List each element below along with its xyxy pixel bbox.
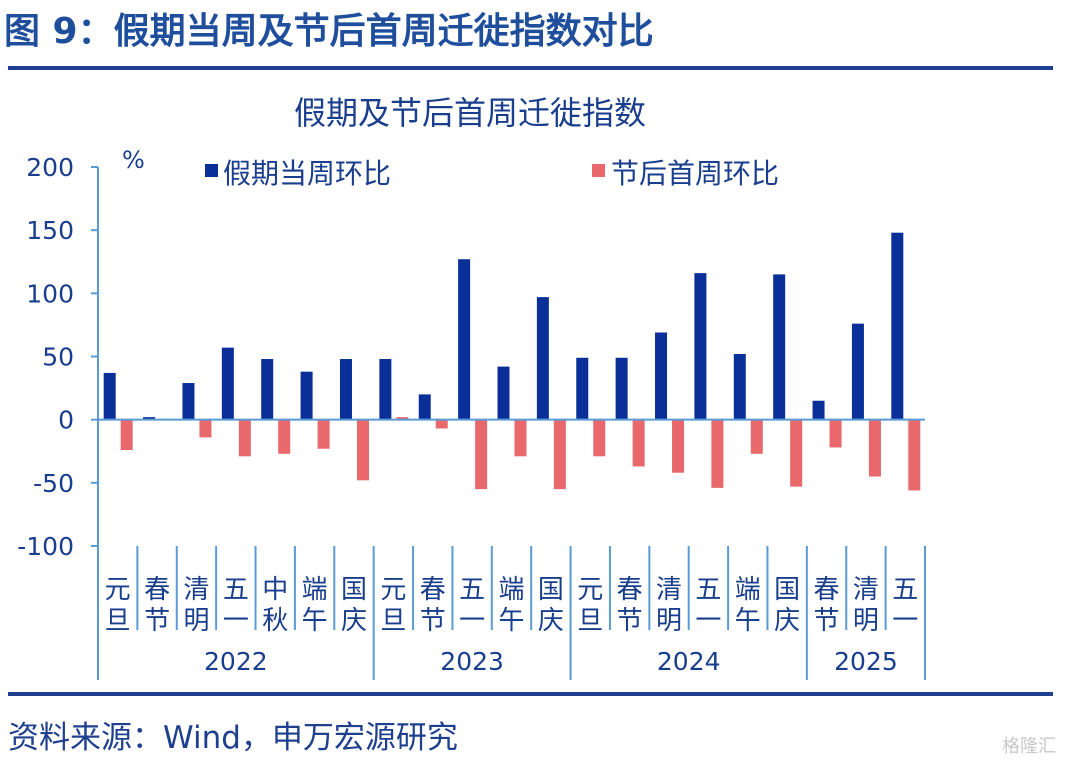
header-rule [8,66,1053,70]
category-label: 春节 [814,575,840,636]
bar-post-holiday-week [750,419,763,454]
bar-post-holiday-week [356,419,369,481]
bar-holiday-week [733,353,746,420]
y-tick-label: 100 [26,279,74,308]
bar-post-holiday-week [514,419,527,457]
bar-holiday-week [576,357,589,420]
year-label: 2025 [834,647,898,676]
bar-holiday-week [694,273,707,420]
bar-holiday-week [615,357,628,420]
category-label: 五一 [223,575,249,636]
bar-post-holiday-week [593,419,606,457]
bar-post-holiday-week [553,419,566,490]
figure-title: 图 9：假期当周及节后首周迁徙指数对比 [4,11,654,52]
legend-label-holiday-week: 假期当周环比 [223,157,391,190]
category-label: 元旦 [380,575,406,636]
legend-swatch-post-holiday-week [592,164,605,177]
watermark: 格隆汇 [1002,736,1056,757]
y-tick-label: -50 [33,469,74,498]
category-label: 清明 [183,575,209,636]
category-label: 元旦 [577,575,603,636]
bar-post-holiday-week [711,419,724,488]
bar-post-holiday-week [632,419,645,467]
bar-post-holiday-week [199,419,212,438]
category-label: 清明 [853,575,879,636]
legend: 假期当周环比 节后首周环比 [205,157,779,190]
bar-post-holiday-week [396,417,409,420]
bar-holiday-week [182,383,195,420]
bar-post-holiday-week [475,419,488,490]
bar-holiday-week [851,323,864,420]
bars [103,232,921,491]
bar-holiday-week [221,347,234,420]
bar-holiday-week [536,297,549,420]
category-label: 端午 [498,575,524,636]
y-tick-label: -100 [17,532,74,561]
legend-label-post-holiday-week: 节后首周环比 [611,157,779,190]
bar-holiday-week [339,359,352,420]
category-label: 春节 [420,575,446,636]
bar-post-holiday-week [868,419,881,477]
bar-holiday-week [379,359,392,420]
category-label: 元旦 [105,575,131,636]
year-label: 2023 [440,647,504,676]
bar-holiday-week [773,274,786,420]
bar-holiday-week [458,259,471,420]
category-label: 端午 [302,575,328,636]
bar-post-holiday-week [672,419,685,473]
year-label: 2024 [657,647,721,676]
category-label: 中秋 [262,575,288,636]
chart-title: 假期及节后首周迁徙指数 [294,94,646,132]
bar-post-holiday-week [317,419,330,449]
bar-holiday-week [812,400,825,420]
category-label: 春节 [617,575,643,636]
year-label: 2022 [204,647,268,676]
category-label: 春节 [144,575,170,636]
category-label: 五一 [695,575,721,636]
bar-post-holiday-week [829,419,842,448]
bar-post-holiday-week [278,419,291,454]
y-tick-label: 0 [58,406,74,435]
footer-rule [8,692,1053,696]
bar-holiday-week [655,332,668,420]
category-label: 端午 [735,575,761,636]
bar-post-holiday-week [120,419,133,450]
category-label: 五一 [459,575,485,636]
bar-holiday-week [143,417,156,420]
bar-holiday-week [418,394,431,420]
bar-holiday-week [497,366,510,420]
category-label: 国庆 [538,575,564,636]
bar-holiday-week [261,359,274,420]
bar-holiday-week [103,372,116,420]
bar-post-holiday-week [790,419,803,487]
category-label: 国庆 [341,575,367,636]
category-label: 清明 [656,575,682,636]
bar-holiday-week [891,232,904,420]
y-tick-label: 200 [26,153,74,182]
y-axis: 200 150 100 50 0 -50 -100 [17,153,99,561]
category-label: 五一 [892,575,918,636]
bar-holiday-week [300,371,313,420]
bar-post-holiday-week [908,419,921,491]
legend-swatch-holiday-week [205,164,218,177]
y-tick-label: 50 [42,343,74,372]
x-axis: 元旦春节清明五一中秋端午国庆元旦春节五一端午国庆元旦春节清明五一端午国庆春节清明… [97,418,926,680]
bar-post-holiday-week [238,419,251,457]
y-axis-unit: % [122,146,145,174]
y-tick-label: 150 [26,216,74,245]
category-label: 国庆 [774,575,800,636]
bar-post-holiday-week [435,419,448,429]
source-note: 资料来源：Wind，申万宏源研究 [8,720,458,756]
